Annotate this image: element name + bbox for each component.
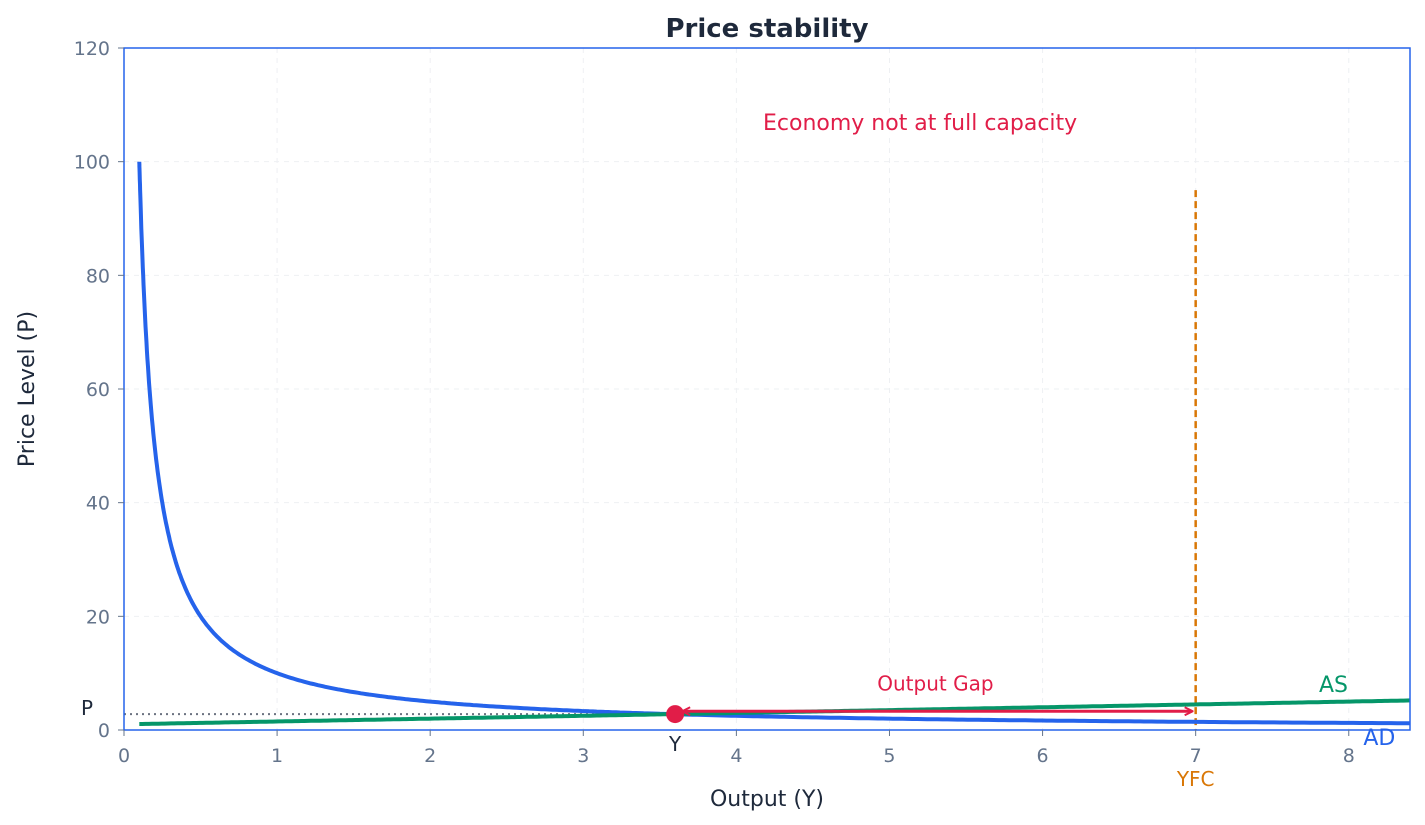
full-capacity-label: YFC xyxy=(1176,767,1215,791)
series-ad-label-bg xyxy=(1360,728,1399,750)
y-tick-label: 100 xyxy=(74,152,110,174)
y-tick-label: 60 xyxy=(86,379,110,401)
output-gap-label: Output Gap xyxy=(877,672,993,696)
output-gap-label-bg xyxy=(874,673,997,694)
chart-title: Price stability xyxy=(665,14,868,44)
x-tick-label: 1 xyxy=(271,745,283,767)
full-capacity-label-bg xyxy=(1172,769,1218,789)
x-tick-label: 4 xyxy=(730,745,742,767)
x-tick-label: 3 xyxy=(577,745,589,767)
grid xyxy=(123,47,1410,731)
y-tick-label: 0 xyxy=(98,720,110,742)
x-tick-label: 6 xyxy=(1037,745,1049,767)
y-tick-label: 20 xyxy=(86,606,110,628)
x-tick-label: 5 xyxy=(883,745,895,767)
x-axis-label: Output (Y) xyxy=(710,787,824,812)
series-ad-line xyxy=(137,161,1410,726)
equilibrium-output-label-bg xyxy=(665,734,686,754)
x-tick-label: 7 xyxy=(1190,745,1202,767)
x-tick-label: 2 xyxy=(424,745,436,767)
equilibrium-output-label: Y xyxy=(668,732,682,756)
annotation-not-full-capacity: Economy not at full capacity xyxy=(763,111,1077,136)
equilibrium-point xyxy=(666,705,685,724)
y-tick-label: 120 xyxy=(74,38,110,60)
x-tick-label: 8 xyxy=(1343,745,1355,767)
y-tick-label: 40 xyxy=(86,493,110,515)
annotation-not-full-capacity-bg xyxy=(759,112,1081,134)
y-tick-label: 80 xyxy=(86,265,110,287)
series-as-label: AS xyxy=(1319,673,1348,698)
equilibrium-price-label-bg xyxy=(77,698,96,719)
plot-area: Output Gap Economy not at full capacity Y P… xyxy=(77,111,1411,791)
x-tick-label: 0 xyxy=(118,745,130,767)
y-axis-label: Price Level (P) xyxy=(15,311,40,467)
equilibrium-price-label: P xyxy=(81,696,93,720)
series-as-label-bg xyxy=(1315,674,1351,696)
